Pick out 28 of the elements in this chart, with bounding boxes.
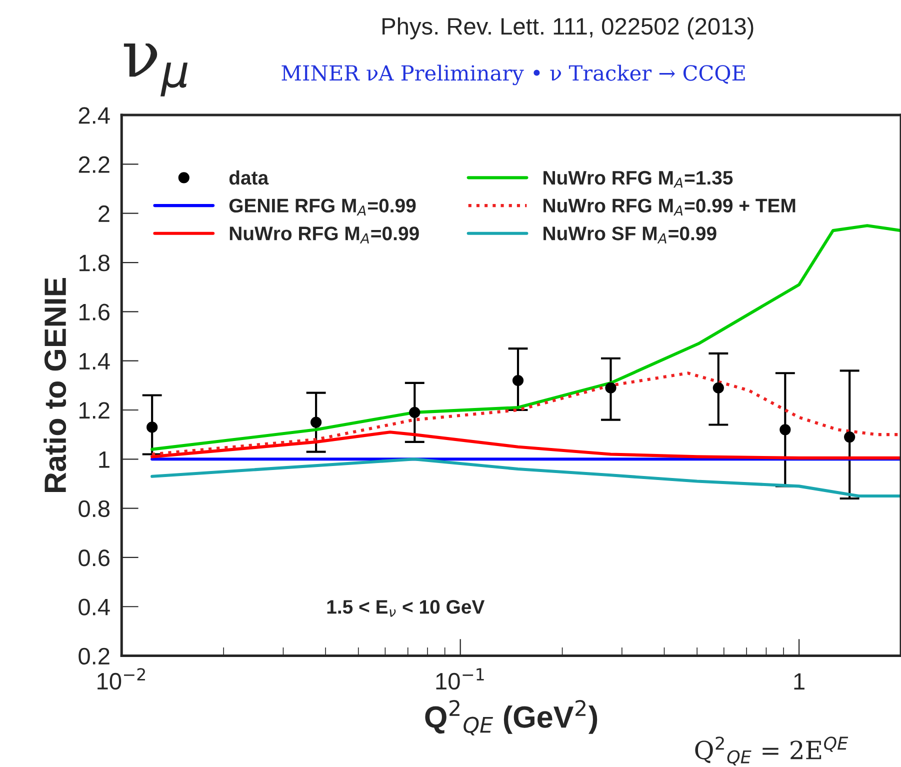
x-axis-title: Q$^{2}$$_{QE}$ (GeV$^{2}$) xyxy=(425,700,598,736)
y-tick-label: 1.8 xyxy=(80,254,110,272)
y-tick-label: 1.2 xyxy=(80,402,110,419)
y-tick-label: 1.6 xyxy=(80,304,110,320)
y-tick-label: 2.2 xyxy=(78,156,110,173)
y-tick-label: 0.8 xyxy=(78,500,110,518)
y-tick-label: 2 xyxy=(98,205,110,222)
legend-label: NuWro SF M$_{A}$=0.99 xyxy=(544,226,716,244)
legend-label: data xyxy=(229,170,269,185)
annotation: 1.5 < E$_{ν}$ < 10 GeV xyxy=(327,600,485,617)
y-axis-title: Ratio to GENIE xyxy=(44,278,66,492)
y-tick-label: 0.4 xyxy=(78,598,110,616)
chart-title: Phys. Rev. Lett. 111, 022502 (2013) xyxy=(382,17,754,40)
text: ν$_{μ}$ xyxy=(124,43,188,96)
y-tick-label: 0.2 xyxy=(78,648,110,665)
text: Q$^{2}$$_{QE}$ = 2E$^{QE}$ xyxy=(695,736,848,766)
legend-label: GENIE RFG M$_{A}$=0.99 xyxy=(229,198,416,216)
x-tick-label: 1 xyxy=(794,673,804,690)
y-tick-label: 1 xyxy=(99,451,110,468)
legend-label: NuWro RFG M$_{A}$=1.35 xyxy=(544,170,733,188)
y-tick-label: 2.4 xyxy=(78,107,110,124)
x-tick-label: 10$^{−2}$ xyxy=(98,668,145,690)
chart-subtitle: MINER νA Preliminary • ν Tracker → CCQE xyxy=(282,64,745,86)
legend-label: NuWro RFG M$_{A}$=0.99 xyxy=(230,226,419,244)
y-tick-label: 1.4 xyxy=(80,353,110,370)
y-tick-label: 0.6 xyxy=(78,550,110,566)
legend-label: NuWro RFG M$_{A}$=0.99 + TEM xyxy=(544,198,796,216)
x-tick-label: 10$^{−1}$ xyxy=(436,668,484,690)
